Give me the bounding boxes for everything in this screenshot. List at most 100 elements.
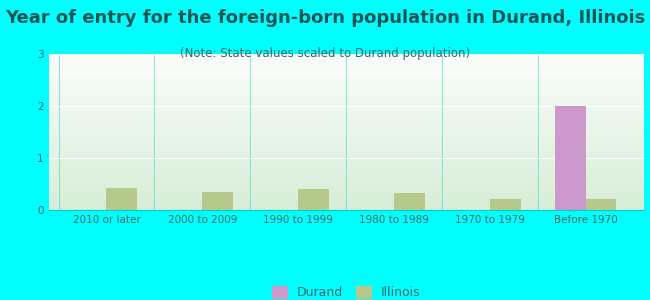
- Bar: [49, 173, 644, 174]
- Bar: [49, 157, 644, 158]
- Bar: [49, 182, 644, 183]
- Bar: [49, 121, 644, 122]
- Bar: [49, 130, 644, 131]
- Bar: [49, 66, 644, 67]
- Bar: [49, 161, 644, 162]
- Bar: [49, 65, 644, 66]
- Bar: [49, 154, 644, 155]
- Bar: [49, 95, 644, 96]
- Bar: [49, 106, 644, 107]
- Bar: [49, 98, 644, 99]
- Bar: [49, 101, 644, 102]
- Bar: [49, 68, 644, 69]
- Bar: [49, 172, 644, 173]
- Bar: [49, 169, 644, 170]
- Bar: [49, 59, 644, 60]
- Bar: [49, 87, 644, 88]
- Bar: [49, 180, 644, 181]
- Bar: [490, 199, 521, 210]
- Bar: [586, 199, 616, 210]
- Bar: [49, 72, 644, 73]
- Bar: [49, 138, 644, 139]
- Bar: [555, 106, 586, 210]
- Bar: [49, 132, 644, 133]
- Bar: [49, 103, 644, 104]
- Bar: [49, 108, 644, 109]
- Bar: [49, 88, 644, 89]
- Bar: [49, 187, 644, 188]
- Bar: [49, 186, 644, 187]
- Bar: [49, 176, 644, 177]
- Bar: [49, 94, 644, 95]
- Bar: [49, 202, 644, 203]
- Bar: [49, 178, 644, 179]
- Bar: [49, 134, 644, 135]
- Bar: [49, 79, 644, 80]
- Bar: [49, 196, 644, 197]
- Bar: [49, 124, 644, 125]
- Bar: [49, 55, 644, 56]
- Bar: [49, 135, 644, 136]
- Bar: [49, 184, 644, 185]
- Bar: [49, 77, 644, 78]
- Bar: [49, 150, 644, 151]
- Bar: [49, 127, 644, 128]
- Bar: [49, 74, 644, 75]
- Bar: [49, 204, 644, 205]
- Bar: [49, 153, 644, 154]
- Bar: [49, 57, 644, 58]
- Bar: [49, 159, 644, 160]
- Bar: [49, 119, 644, 120]
- Bar: [49, 148, 644, 149]
- Bar: [49, 206, 644, 207]
- Bar: [49, 136, 644, 137]
- Bar: [49, 67, 644, 68]
- Bar: [49, 70, 644, 71]
- Bar: [49, 92, 644, 93]
- Bar: [49, 181, 644, 182]
- Bar: [49, 110, 644, 111]
- Bar: [49, 193, 644, 194]
- Bar: [49, 179, 644, 180]
- Bar: [49, 140, 644, 141]
- Bar: [49, 163, 644, 164]
- Bar: [49, 192, 644, 193]
- Bar: [49, 64, 644, 65]
- Bar: [49, 83, 644, 84]
- Bar: [49, 85, 644, 86]
- Bar: [49, 141, 644, 142]
- Bar: [49, 197, 644, 198]
- Bar: [49, 160, 644, 161]
- Bar: [49, 147, 644, 148]
- Bar: [49, 60, 644, 61]
- Bar: [49, 146, 644, 147]
- Bar: [202, 192, 233, 210]
- Bar: [49, 151, 644, 152]
- Bar: [49, 149, 644, 150]
- Bar: [49, 209, 644, 210]
- Bar: [49, 174, 644, 175]
- Bar: [49, 171, 644, 172]
- Bar: [49, 165, 644, 166]
- Bar: [49, 117, 644, 118]
- Bar: [49, 97, 644, 98]
- Bar: [49, 71, 644, 72]
- Bar: [49, 207, 644, 208]
- Bar: [49, 183, 644, 184]
- Bar: [49, 89, 644, 90]
- Bar: [49, 111, 644, 112]
- Bar: [107, 188, 137, 210]
- Bar: [49, 78, 644, 79]
- Bar: [49, 205, 644, 206]
- Bar: [49, 102, 644, 103]
- Bar: [49, 84, 644, 85]
- Bar: [49, 73, 644, 74]
- Bar: [49, 199, 644, 200]
- Bar: [49, 158, 644, 159]
- Bar: [49, 69, 644, 70]
- Bar: [49, 139, 644, 140]
- Bar: [49, 58, 644, 59]
- Bar: [49, 90, 644, 91]
- Legend: Durand, Illinois: Durand, Illinois: [268, 282, 424, 300]
- Bar: [49, 120, 644, 121]
